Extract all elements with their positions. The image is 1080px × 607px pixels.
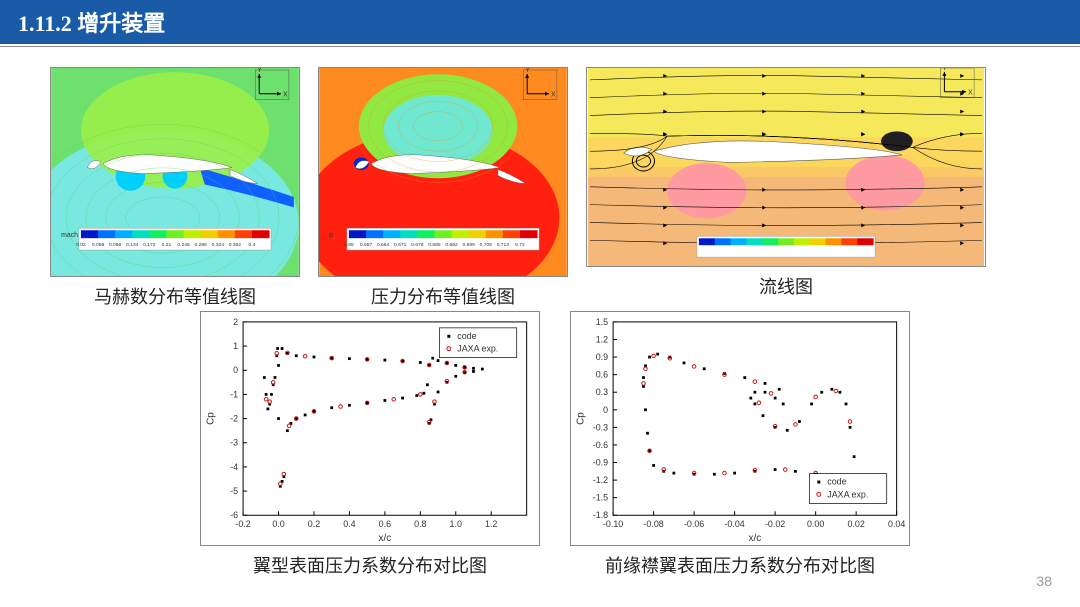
svg-text:0.172: 0.172	[143, 242, 156, 248]
svg-text:Y: Y	[525, 67, 530, 74]
svg-text:0.9: 0.9	[596, 352, 608, 362]
svg-text:0.657: 0.657	[360, 242, 373, 248]
contour-pressure: p 0.65 0.657 0.664 0.671 0.678 0.685 0.692 0.699…	[318, 67, 568, 277]
svg-text:-1.8: -1.8	[593, 510, 608, 520]
svg-text:code: code	[827, 477, 846, 487]
svg-text:0.02: 0.02	[76, 242, 86, 248]
caption-cp-slat: 前缘襟翼表面压力系数分布对比图	[605, 552, 875, 578]
svg-text:1.0: 1.0	[450, 519, 462, 529]
svg-text:0.6: 0.6	[379, 519, 391, 529]
svg-text:0.21: 0.21	[162, 242, 172, 248]
svg-text:0.248: 0.248	[177, 242, 190, 248]
svg-text:-0.04: -0.04	[724, 519, 744, 529]
svg-text:X: X	[283, 92, 288, 99]
svg-text:0.4: 0.4	[343, 519, 355, 529]
fig-stream: XY 流线图	[586, 67, 986, 299]
svg-text:-2: -2	[230, 414, 238, 424]
svg-text:code: code	[457, 331, 476, 341]
svg-text:-1: -1	[230, 389, 238, 399]
svg-text:-0.2: -0.2	[235, 519, 250, 529]
svg-text:0.4: 0.4	[249, 242, 256, 248]
section-header: 1.11.2 增升装置	[0, 0, 1080, 44]
svg-text:-5: -5	[230, 486, 238, 496]
svg-text:1.5: 1.5	[596, 317, 608, 327]
svg-text:0.286: 0.286	[194, 242, 207, 248]
row-contours: mach 0.02 0.058 0.096 0.134 0.172 0.21 0.248 0.2…	[0, 47, 1080, 313]
svg-text:-6: -6	[230, 510, 238, 520]
svg-text:0.04: 0.04	[888, 519, 905, 529]
svg-text:-0.9: -0.9	[593, 458, 608, 468]
svg-text:-3: -3	[230, 438, 238, 448]
svg-text:Cp: Cp	[205, 412, 216, 425]
svg-text:0.685: 0.685	[428, 242, 441, 248]
svg-text:0: 0	[603, 405, 608, 415]
svg-text:0.664: 0.664	[377, 242, 390, 248]
fig-mach: mach 0.02 0.058 0.096 0.134 0.172 0.21 0.248 0.2…	[50, 67, 300, 309]
svg-text:Y: Y	[257, 67, 262, 74]
svg-text:p: p	[329, 232, 333, 239]
svg-text:0.2: 0.2	[308, 519, 320, 529]
svg-text:mach: mach	[61, 232, 78, 239]
svg-text:0.362: 0.362	[229, 242, 242, 248]
svg-text:1.2: 1.2	[596, 334, 608, 344]
svg-text:-4: -4	[230, 462, 238, 472]
svg-text:-1.5: -1.5	[593, 493, 608, 503]
svg-text:-0.10: -0.10	[603, 519, 623, 529]
svg-text:0.0: 0.0	[272, 519, 284, 529]
cp-airfoil-chart: -0.2 0.0 0.2 0.4 0.6 0.8 1.0 1.2 -6 -5 -4 -3 -2 -1 0 1 2…	[200, 311, 540, 546]
svg-text:1: 1	[233, 341, 238, 351]
caption-cp-airfoil: 翼型表面压力系数分布对比图	[253, 552, 487, 578]
svg-text:0.8: 0.8	[414, 519, 426, 529]
svg-text:0.324: 0.324	[212, 242, 225, 248]
svg-text:0.699: 0.699	[462, 242, 475, 248]
svg-text:0.671: 0.671	[394, 242, 407, 248]
svg-text:0.00: 0.00	[807, 519, 824, 529]
svg-text:0.3: 0.3	[596, 387, 608, 397]
contour-mach: mach 0.02 0.058 0.096 0.134 0.172 0.21 0.248 0.2…	[50, 67, 300, 277]
fig-pressure: p 0.65 0.657 0.664 0.671 0.678 0.685 0.692 0.699…	[318, 67, 568, 309]
caption-stream: 流线图	[759, 273, 813, 299]
svg-text:0.096: 0.096	[109, 242, 122, 248]
svg-text:Y: Y	[942, 67, 947, 72]
row-cp-plots: -0.2 0.0 0.2 0.4 0.6 0.8 1.0 1.2 -6 -5 -4 -3 -2 -1 0 1 2…	[0, 311, 1080, 578]
svg-text:0.134: 0.134	[126, 242, 139, 248]
svg-text:X: X	[551, 92, 556, 99]
svg-text:0.65: 0.65	[344, 242, 354, 248]
svg-text:0.6: 0.6	[596, 370, 608, 380]
svg-text:JAXA exp.: JAXA exp.	[457, 344, 498, 354]
svg-text:1.2: 1.2	[485, 519, 497, 529]
svg-text:-0.08: -0.08	[643, 519, 663, 529]
caption-mach: 马赫数分布等值线图	[94, 283, 256, 309]
svg-text:2: 2	[233, 317, 238, 327]
fig-cp-airfoil: -0.2 0.0 0.2 0.4 0.6 0.8 1.0 1.2 -6 -5 -4 -3 -2 -1 0 1 2…	[200, 311, 540, 578]
svg-text:-0.06: -0.06	[684, 519, 704, 529]
svg-text:0.713: 0.713	[497, 242, 510, 248]
page-number: 38	[1036, 573, 1052, 589]
svg-text:0.72: 0.72	[515, 242, 525, 248]
svg-text:x/c: x/c	[379, 533, 392, 544]
svg-text:JAXA exp.: JAXA exp.	[827, 489, 868, 499]
cp-slat-chart: -0.10 -0.08 -0.06 -0.04 -0.02 0.00 0.02 0.04 -1.…	[570, 311, 910, 546]
svg-text:0.058: 0.058	[92, 242, 105, 248]
streamlines-plot: XY	[586, 67, 986, 267]
svg-text:-1.2: -1.2	[593, 475, 608, 485]
svg-text:0.706: 0.706	[480, 242, 493, 248]
svg-text:0.02: 0.02	[847, 519, 864, 529]
svg-text:-0.3: -0.3	[593, 422, 608, 432]
svg-text:-0.6: -0.6	[593, 440, 608, 450]
header-title: 1.11.2 增升装置	[18, 11, 165, 36]
svg-text:-0.02: -0.02	[765, 519, 785, 529]
caption-pressure: 压力分布等值线图	[371, 283, 515, 309]
fig-cp-slat: -0.10 -0.08 -0.06 -0.04 -0.02 0.00 0.02 0.04 -1.…	[570, 311, 910, 578]
svg-text:0.678: 0.678	[411, 242, 424, 248]
svg-text:Cp: Cp	[575, 412, 586, 425]
svg-text:0.692: 0.692	[445, 242, 458, 248]
svg-text:x/c: x/c	[749, 533, 762, 544]
svg-text:0: 0	[233, 365, 238, 375]
svg-text:X: X	[968, 90, 973, 97]
